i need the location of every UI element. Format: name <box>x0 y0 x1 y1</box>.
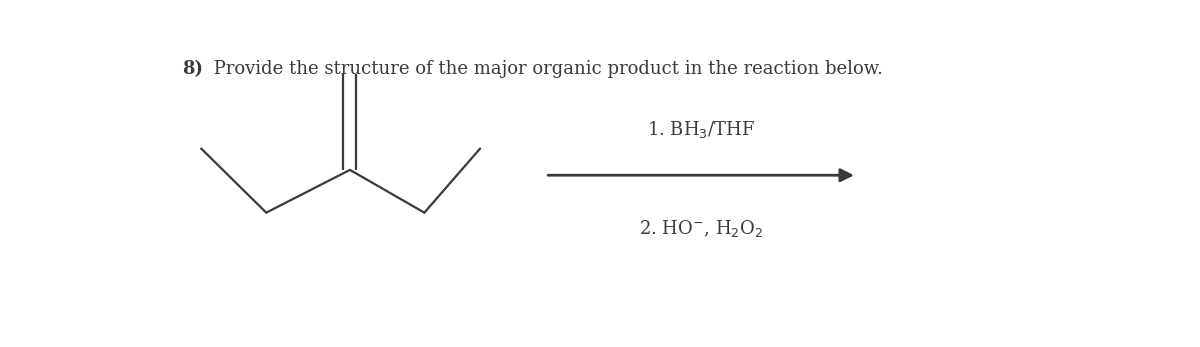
Text: 2. HO$^{-}$, H$_2$O$_2$: 2. HO$^{-}$, H$_2$O$_2$ <box>638 218 763 239</box>
Text: Provide the structure of the major organic product in the reaction below.: Provide the structure of the major organ… <box>208 60 882 78</box>
Text: 1. BH$_3$/THF: 1. BH$_3$/THF <box>647 119 755 140</box>
Text: 8): 8) <box>182 60 204 78</box>
